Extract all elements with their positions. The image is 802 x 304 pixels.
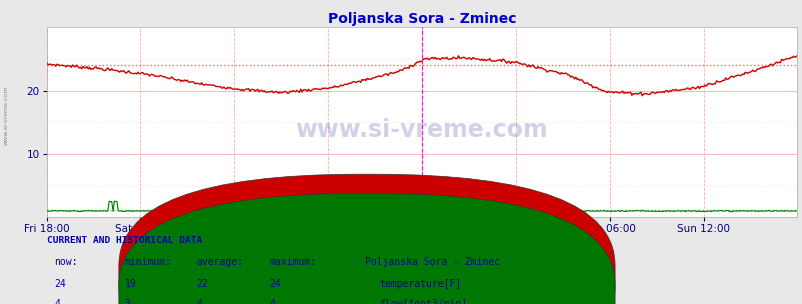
Text: 19: 19 xyxy=(124,279,136,289)
Text: 24: 24 xyxy=(269,279,281,289)
Text: maximum:: maximum: xyxy=(269,257,316,267)
Text: 22: 22 xyxy=(196,279,209,289)
Text: 3: 3 xyxy=(124,299,130,304)
Text: www.si-vreme.com: www.si-vreme.com xyxy=(295,118,548,142)
Text: 24: 24 xyxy=(55,279,67,289)
Text: CURRENT AND HISTORICAL DATA: CURRENT AND HISTORICAL DATA xyxy=(47,236,201,245)
Text: www.si-vreme.com: www.si-vreme.com xyxy=(4,86,9,145)
Text: average:: average: xyxy=(196,257,244,267)
Text: now:: now: xyxy=(55,257,78,267)
Text: temperature[F]: temperature[F] xyxy=(379,279,460,289)
Title: Poljanska Sora - Zminec: Poljanska Sora - Zminec xyxy=(327,12,516,26)
Text: 4: 4 xyxy=(55,299,60,304)
Text: Poljanska Sora - Zminec: Poljanska Sora - Zminec xyxy=(365,257,500,267)
Text: flow[foot3/min]: flow[foot3/min] xyxy=(379,299,467,304)
Text: 4: 4 xyxy=(196,299,202,304)
Text: minimum:: minimum: xyxy=(124,257,172,267)
Text: 4: 4 xyxy=(269,299,274,304)
